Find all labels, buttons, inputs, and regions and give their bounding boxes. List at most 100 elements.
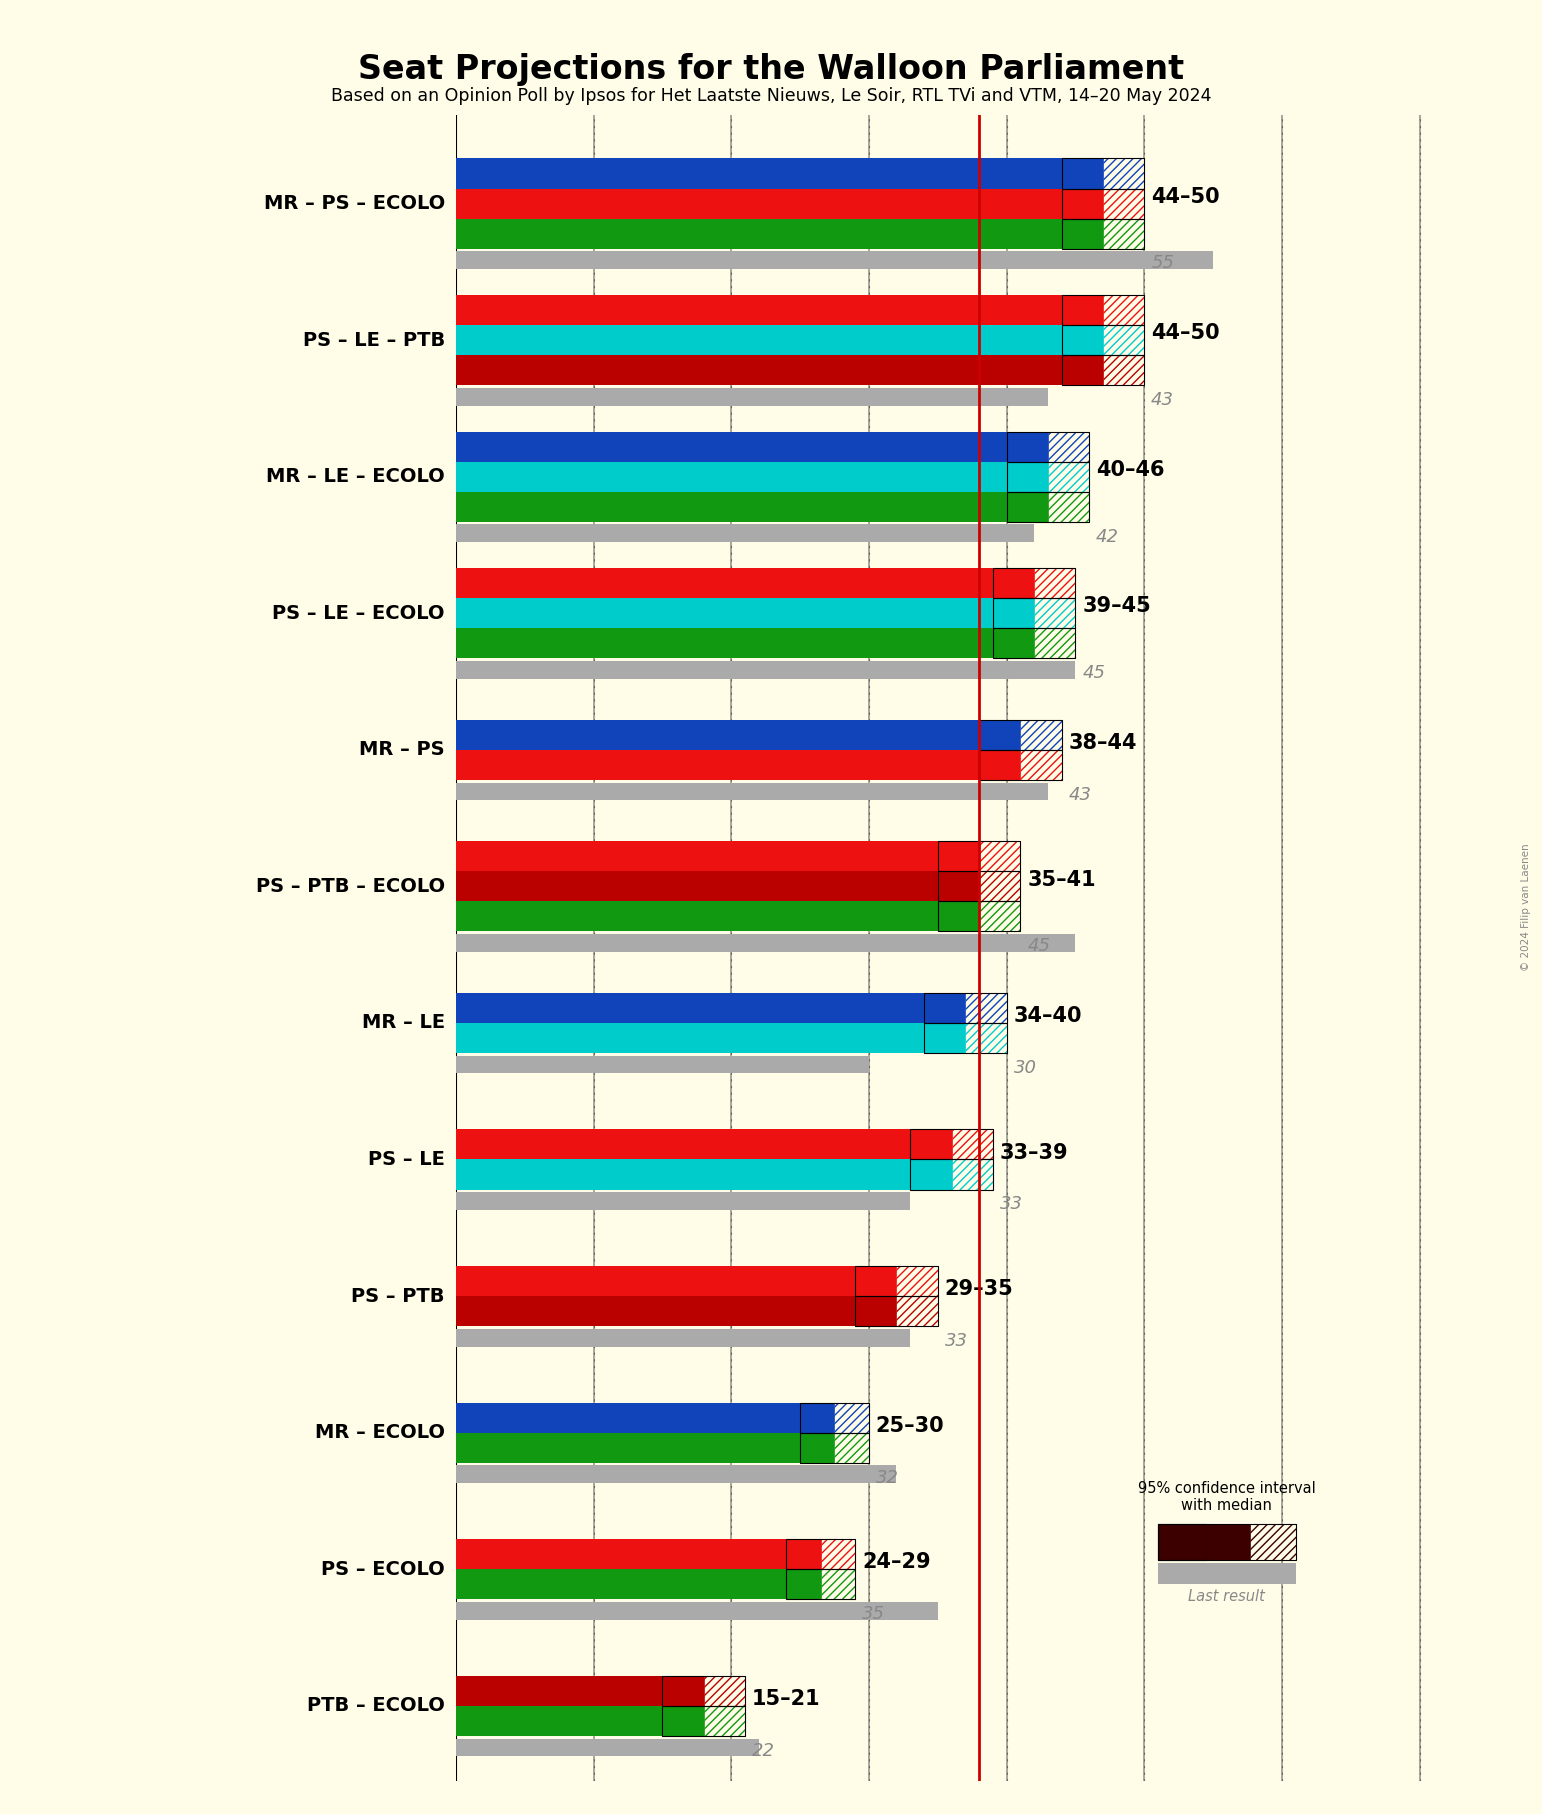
Text: 33–39: 33–39 <box>999 1143 1069 1163</box>
Text: Based on an Opinion Poll by Ipsos for Het Laatste Nieuws, Le Soir, RTL TVi and V: Based on an Opinion Poll by Ipsos for He… <box>330 87 1212 105</box>
Text: 45: 45 <box>1027 938 1050 956</box>
Bar <box>1061 325 1144 356</box>
Bar <box>456 189 1061 218</box>
Text: MR – ECOLO: MR – ECOLO <box>315 1424 446 1442</box>
Text: MR – PS – ECOLO: MR – PS – ECOLO <box>264 194 446 212</box>
Bar <box>456 296 1061 325</box>
Bar <box>456 1130 910 1159</box>
Bar <box>965 1023 1007 1052</box>
Bar <box>1158 1524 1206 1560</box>
Bar <box>456 1602 938 1620</box>
Bar <box>1007 432 1089 461</box>
Bar <box>456 1705 663 1736</box>
Bar <box>456 356 1061 385</box>
Text: 43: 43 <box>1069 785 1092 804</box>
Bar <box>993 628 1035 658</box>
Bar <box>456 1402 800 1433</box>
Bar <box>924 992 965 1023</box>
Bar <box>456 325 1061 356</box>
Bar <box>456 1023 924 1052</box>
Bar <box>979 902 1021 931</box>
Bar <box>1061 296 1103 325</box>
Text: PS – PTB: PS – PTB <box>352 1286 446 1306</box>
Bar <box>856 1295 938 1326</box>
Bar <box>951 1159 993 1190</box>
Text: Last result: Last result <box>1189 1589 1266 1604</box>
Bar <box>938 902 979 931</box>
Bar <box>456 524 1035 542</box>
Text: 38–44: 38–44 <box>1069 733 1136 753</box>
Bar <box>896 1295 938 1326</box>
Text: 40–46: 40–46 <box>1096 459 1164 481</box>
Bar <box>979 720 1061 749</box>
Bar <box>456 782 1049 800</box>
Bar <box>456 1295 856 1326</box>
Bar <box>1103 325 1144 356</box>
Bar <box>786 1569 820 1600</box>
Text: 24–29: 24–29 <box>862 1553 931 1573</box>
Bar <box>1061 189 1103 218</box>
Bar <box>993 599 1075 628</box>
Bar <box>456 1538 786 1569</box>
Text: 15–21: 15–21 <box>752 1689 820 1709</box>
Text: PTB – ECOLO: PTB – ECOLO <box>307 1696 446 1716</box>
Text: PS – LE – ECOLO: PS – LE – ECOLO <box>273 604 446 622</box>
Bar <box>1061 158 1103 189</box>
Bar <box>456 992 924 1023</box>
Text: 45: 45 <box>1082 664 1106 682</box>
Text: MR – PS: MR – PS <box>359 740 446 760</box>
Bar <box>786 1569 856 1600</box>
Bar <box>456 388 1049 406</box>
Bar <box>993 568 1075 599</box>
Bar <box>1103 296 1144 325</box>
Bar <box>979 749 1021 780</box>
Bar <box>456 461 1007 492</box>
Text: 34–40: 34–40 <box>1013 1007 1082 1027</box>
Bar <box>993 628 1075 658</box>
Text: PS – PTB – ECOLO: PS – PTB – ECOLO <box>256 876 446 896</box>
Bar <box>800 1433 868 1462</box>
Bar <box>965 992 1007 1023</box>
Text: 43: 43 <box>1152 392 1173 408</box>
Bar <box>979 720 1021 749</box>
Bar <box>456 568 993 599</box>
Bar <box>924 992 1007 1023</box>
Bar <box>456 720 979 749</box>
Bar <box>456 1330 910 1346</box>
Text: MR – LE – ECOLO: MR – LE – ECOLO <box>267 468 446 486</box>
Bar <box>663 1705 745 1736</box>
Bar <box>456 902 938 931</box>
Bar <box>1007 492 1049 522</box>
Bar <box>1035 599 1075 628</box>
Bar <box>938 842 979 871</box>
Bar <box>456 1266 856 1295</box>
Bar <box>979 749 1061 780</box>
Text: PS – LE – PTB: PS – LE – PTB <box>302 330 446 350</box>
Bar <box>1103 158 1144 189</box>
Bar <box>1007 461 1049 492</box>
Bar <box>1158 1562 1295 1584</box>
Text: 55: 55 <box>1152 254 1173 272</box>
Bar <box>924 1023 965 1052</box>
Bar <box>951 1130 993 1159</box>
Bar <box>703 1705 745 1736</box>
Bar <box>924 1023 1007 1052</box>
Bar <box>800 1402 834 1433</box>
Bar <box>1049 492 1089 522</box>
Text: 29–35: 29–35 <box>945 1279 1013 1299</box>
Text: 39–45: 39–45 <box>1082 597 1150 617</box>
Bar <box>456 1192 910 1210</box>
Text: 35–41: 35–41 <box>1027 869 1096 889</box>
Bar <box>856 1266 938 1295</box>
Bar <box>1061 218 1144 249</box>
Bar <box>456 252 1214 268</box>
Bar <box>456 660 1075 678</box>
Bar <box>456 1433 800 1462</box>
Bar <box>1007 492 1089 522</box>
Text: 22: 22 <box>752 1741 776 1760</box>
Bar <box>993 599 1035 628</box>
Bar <box>456 1738 759 1756</box>
Bar <box>938 902 1021 931</box>
Bar <box>1035 628 1075 658</box>
Bar <box>456 1159 910 1190</box>
